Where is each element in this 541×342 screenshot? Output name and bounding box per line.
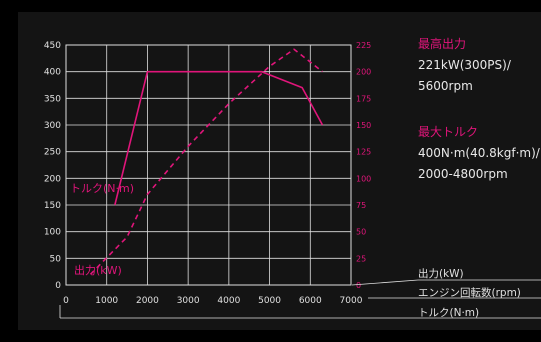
right-tick-label: 50 bbox=[356, 228, 366, 237]
right-tick-label: 100 bbox=[356, 174, 371, 183]
right-tick-label: 0 bbox=[356, 281, 361, 290]
x-tick-label: 2000 bbox=[136, 296, 159, 306]
right-tick-label: 150 bbox=[356, 121, 371, 130]
right-tick-label: 25 bbox=[356, 254, 366, 263]
right-tick-label: 225 bbox=[356, 41, 371, 50]
plot-frame bbox=[65, 44, 352, 286]
max-torque-value: 400N·m(40.8kgf·m)/ bbox=[418, 146, 540, 160]
max-torque-rpm: 2000-4800rpm bbox=[418, 167, 508, 181]
max-output-rpm: 5600rpm bbox=[418, 79, 473, 93]
legend: 出力(kW) エンジン回転数(rpm) トルク(N·m) bbox=[59, 267, 541, 319]
left-tick-label: 200 bbox=[44, 174, 61, 184]
right-tick-label: 175 bbox=[356, 94, 371, 103]
max-output-spec: 最高出力 221kW(300PS)/ 5600rpm bbox=[418, 34, 511, 97]
output-line bbox=[89, 48, 323, 275]
x-tick-label: 4000 bbox=[217, 296, 240, 306]
max-output-value: 221kW(300PS)/ bbox=[418, 58, 511, 72]
chart-grid bbox=[65, 44, 352, 286]
x-tick-label: 5000 bbox=[258, 296, 281, 306]
left-tick-label: 50 bbox=[50, 254, 62, 264]
left-tick-label: 250 bbox=[44, 148, 61, 158]
x-tick-label: 0 bbox=[63, 296, 69, 306]
right-tick-label: 200 bbox=[356, 68, 371, 77]
legend-rpm: エンジン回転数(rpm) bbox=[418, 286, 521, 299]
series-lines bbox=[89, 48, 324, 275]
inline-labels: トルク(N·m) 出力(kW) bbox=[70, 182, 134, 277]
left-tick-label: 350 bbox=[44, 94, 61, 104]
max-torque-spec: 最大トルク 400N·m(40.8kgf·m)/ 2000-4800rpm bbox=[418, 122, 540, 185]
x-tick-label: 6000 bbox=[299, 296, 322, 306]
left-tick-label: 150 bbox=[44, 201, 61, 211]
torque-line bbox=[114, 70, 324, 206]
legend-output: 出力(kW) bbox=[418, 267, 464, 280]
x-tick-label: 7000 bbox=[340, 296, 363, 306]
torque-inline-label: トルク(N·m) bbox=[70, 182, 134, 195]
left-tick-label: 100 bbox=[44, 228, 61, 238]
tick-labels: 0 1000 2000 3000 4000 5000 6000 700005010015020… bbox=[44, 41, 371, 306]
x-tick-label: 1000 bbox=[95, 296, 118, 306]
left-tick-label: 400 bbox=[44, 68, 61, 78]
left-tick-label: 0 bbox=[55, 281, 61, 291]
max-output-heading: 最高出力 bbox=[418, 37, 467, 51]
right-tick-label: 125 bbox=[356, 148, 371, 157]
legend-leader-output bbox=[351, 279, 419, 286]
x-tick-label: 3000 bbox=[177, 296, 200, 306]
output-inline-label: 出力(kW) bbox=[74, 263, 122, 277]
left-tick-label: 450 bbox=[44, 41, 61, 51]
right-tick-label: 75 bbox=[356, 201, 366, 210]
left-tick-label: 300 bbox=[44, 121, 61, 131]
legend-torque: トルク(N·m) bbox=[418, 307, 479, 319]
chart-panel bbox=[18, 12, 541, 330]
max-torque-heading: 最大トルク bbox=[418, 125, 479, 139]
